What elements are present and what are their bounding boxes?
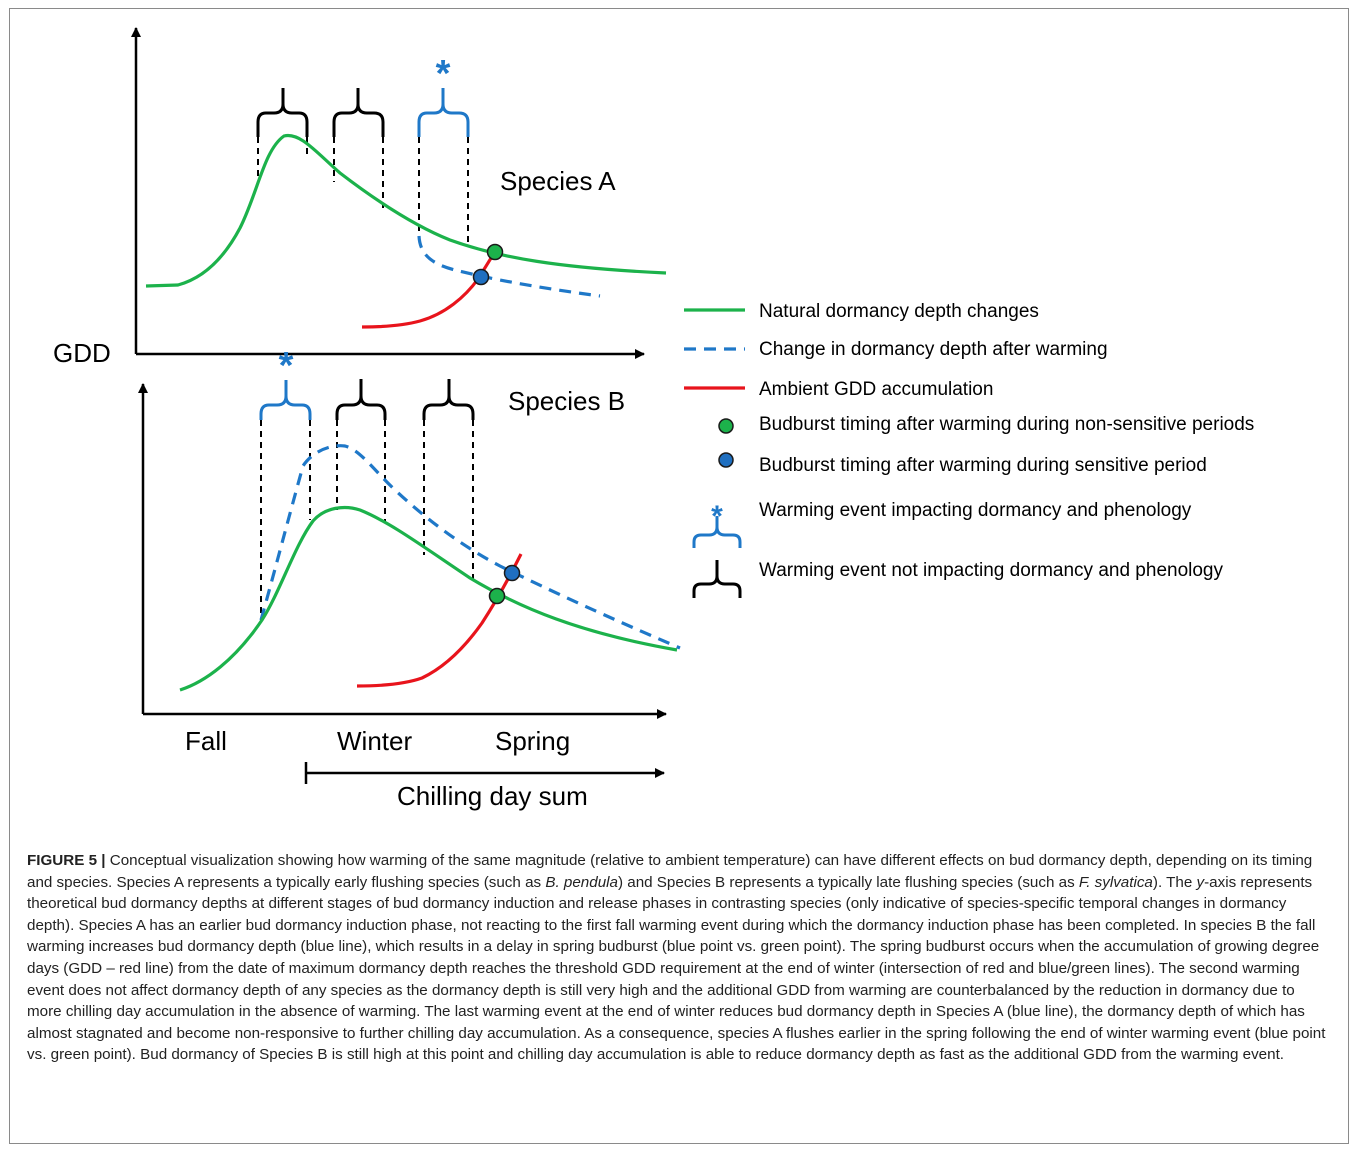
legend-label-warming: Change in dormancy depth after warming — [759, 339, 1108, 360]
caption-text-4: -axis represents theoretical bud dormanc… — [27, 873, 1326, 1064]
season-label-winter: Winter — [337, 726, 412, 756]
panel-a-gdd-curve — [361, 249, 498, 329]
panel-b-bracket-2 — [335, 379, 387, 420]
season-label-fall: Fall — [185, 726, 227, 756]
panel-a-warming-dormancy-curve — [417, 235, 601, 298]
chilling-label: Chilling day sum — [397, 781, 588, 811]
caption-figure-label: FIGURE 5 | — [27, 852, 106, 869]
panel-a-dashed-guides — [257, 137, 469, 246]
figure-caption: FIGURE 5 | Conceptual visualization show… — [27, 850, 1327, 1066]
panel-a-green-budburst-point — [486, 243, 504, 261]
panel-b-bracket-3 — [422, 379, 475, 420]
caption-text-1: Conceptual visualization showing how war… — [27, 852, 1313, 891]
legend-green-point-swatch — [718, 418, 734, 434]
dormancy-diagram: * Species A GDD * — [53, 27, 1254, 811]
panel-a-natural-dormancy-curve — [145, 133, 667, 288]
panel-a-blue-budburst-point — [472, 268, 490, 286]
legend-blue-bracket-swatch — [692, 516, 742, 548]
panel-b-dashed-guides — [260, 420, 474, 620]
panel-a-warming-star: * — [436, 53, 451, 95]
panel-b-title: Species B — [508, 386, 625, 416]
panel-b-warming-star: * — [279, 345, 294, 387]
figure-frame — [9, 8, 1349, 1144]
panel-b-natural-dormancy-curve — [179, 505, 678, 692]
legend-label-black-bracket: Warming event not impacting dormancy and… — [759, 560, 1223, 581]
legend-blue-point-swatch — [718, 452, 734, 468]
legend-label-blue-bracket: Warming event impacting dormancy and phe… — [759, 500, 1192, 521]
panel-a-bracket-1 — [256, 88, 309, 137]
panel-b-bracket-1 — [259, 380, 312, 420]
season-label-spring: Spring — [495, 726, 570, 756]
legend-black-bracket-swatch — [692, 560, 742, 598]
caption-text-2: ) and Species B represents a typically l… — [617, 873, 1079, 891]
legend-label-natural: Natural dormancy depth changes — [759, 301, 1039, 322]
caption-species-a-example: B. pendula — [545, 873, 618, 891]
caption-species-b-example: F. sylvatica — [1078, 873, 1153, 891]
legend-label-blue-point: Budburst timing after warming during sen… — [759, 455, 1207, 476]
panel-b-blue-budburst-point — [503, 564, 521, 582]
panel-a-axes — [131, 27, 645, 359]
panel-a-bracket-3 — [417, 88, 470, 137]
legend: Natural dormancy depth changes Change in… — [684, 301, 1254, 598]
chilling-arrow — [304, 762, 665, 784]
y-axis-label: GDD — [53, 338, 111, 368]
caption-y-axis-italic: y — [1196, 873, 1205, 891]
caption-text-3: ). The — [1152, 873, 1197, 891]
panel-b-axes — [138, 383, 667, 719]
panel-b-warming-dormancy-curve — [259, 444, 681, 650]
legend-label-green-point: Budburst timing after warming during non… — [759, 414, 1254, 435]
panel-b-gdd-curve — [356, 553, 523, 688]
panel-a-bracket-2 — [332, 88, 385, 137]
panel-b-green-budburst-point — [488, 587, 506, 605]
panel-a-title: Species A — [500, 166, 616, 196]
legend-label-gdd: Ambient GDD accumulation — [759, 379, 993, 400]
